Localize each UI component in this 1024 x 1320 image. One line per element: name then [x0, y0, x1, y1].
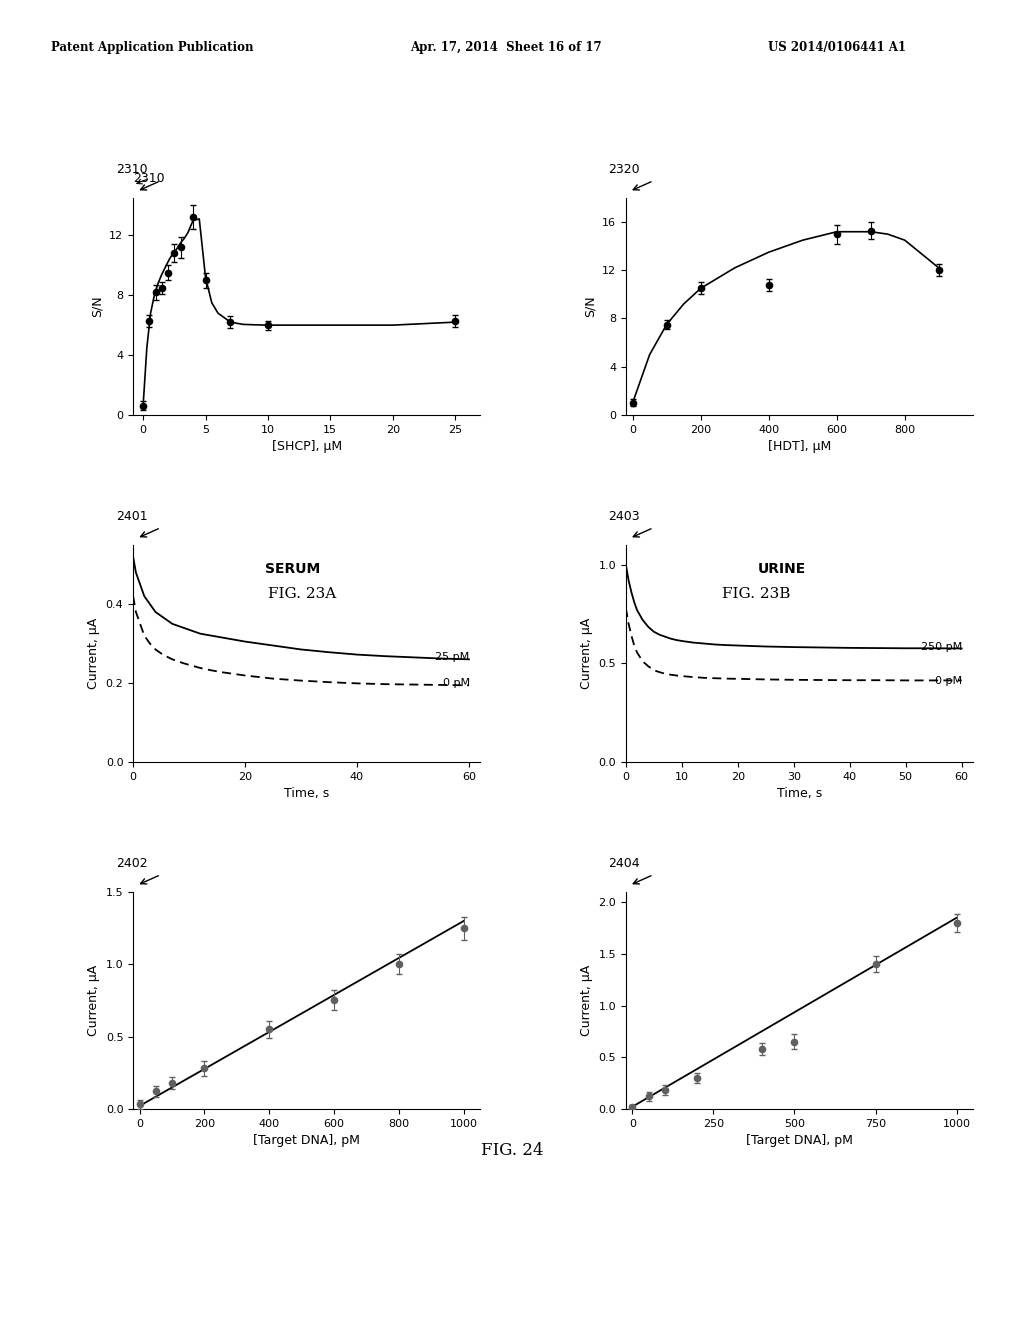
Text: US 2014/0106441 A1: US 2014/0106441 A1 — [768, 41, 906, 54]
X-axis label: Time, s: Time, s — [284, 787, 330, 800]
Text: Apr. 17, 2014  Sheet 16 of 17: Apr. 17, 2014 Sheet 16 of 17 — [410, 41, 601, 54]
Text: FIG. 24: FIG. 24 — [480, 1142, 544, 1159]
Text: 0 pM: 0 pM — [935, 676, 963, 686]
Text: 2310: 2310 — [116, 164, 147, 177]
Y-axis label: S/N: S/N — [584, 296, 596, 317]
Text: 25 pM: 25 pM — [435, 652, 470, 663]
Y-axis label: Current, μA: Current, μA — [87, 965, 100, 1036]
X-axis label: [Target DNA], pM: [Target DNA], pM — [745, 1134, 853, 1147]
Text: Patent Application Publication: Patent Application Publication — [51, 41, 254, 54]
Text: 0 pM: 0 pM — [442, 678, 470, 688]
X-axis label: Time, s: Time, s — [776, 787, 822, 800]
Y-axis label: Current, μA: Current, μA — [87, 618, 100, 689]
Text: 2320: 2320 — [608, 164, 640, 177]
Text: URINE: URINE — [758, 562, 806, 577]
Y-axis label: Current, μA: Current, μA — [580, 618, 593, 689]
Y-axis label: S/N: S/N — [91, 296, 103, 317]
Text: SERUM: SERUM — [265, 562, 321, 577]
Y-axis label: Current, μA: Current, μA — [580, 965, 593, 1036]
Text: 2404: 2404 — [608, 857, 640, 870]
Text: 250 pM: 250 pM — [922, 643, 963, 652]
Text: 2310: 2310 — [133, 172, 165, 185]
X-axis label: [SHCP], μM: [SHCP], μM — [271, 440, 342, 453]
Text: FIG. 23A: FIG. 23A — [268, 587, 336, 602]
Text: 2402: 2402 — [116, 857, 147, 870]
X-axis label: [HDT], μM: [HDT], μM — [768, 440, 830, 453]
X-axis label: [Target DNA], pM: [Target DNA], pM — [253, 1134, 360, 1147]
Text: FIG. 23B: FIG. 23B — [722, 587, 790, 602]
Text: 2403: 2403 — [608, 511, 640, 523]
Text: 2401: 2401 — [116, 511, 147, 523]
